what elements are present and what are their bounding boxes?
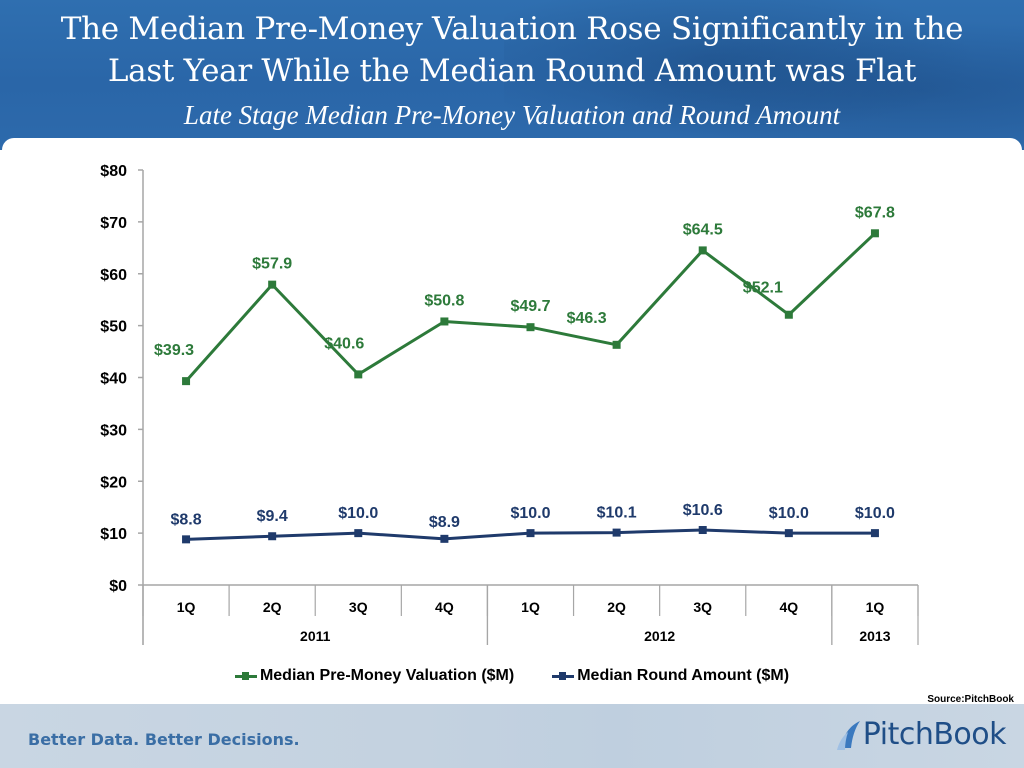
data-point [870,529,879,538]
data-label: $39.3 [154,342,194,359]
data-point [698,526,707,535]
legend-label-round: Median Round Amount ($M) [577,667,790,684]
data-label: $8.9 [429,514,460,531]
data-point [268,280,277,289]
y-axis-ticks: $0 $10 $20 $30 $40 $50 $60 $70 $80 [100,163,143,595]
data-point [268,532,277,541]
data-point [526,323,535,332]
title-line-2: Last Year While the Median Round Amount … [107,53,917,89]
content-panel [2,138,1022,708]
data-label: $10.0 [510,505,550,522]
data-label: $49.7 [510,298,550,315]
data-point [182,377,191,386]
chart-series: $39.3 $57.9 $40.6 $50.8 $49.7 $46.3 $64.5 $52.1… [154,204,895,544]
chart-legend: Median Pre-Money Valuation ($M) Median R… [0,667,1024,685]
x-tick-label: 3Q [693,599,712,615]
data-label: $57.9 [252,256,292,273]
legend-swatch-valuation [234,671,257,680]
data-label: $10.0 [338,505,378,522]
data-point [182,535,191,544]
title-line-1: The Median Pre-Money Valuation Rose Sign… [60,11,964,47]
y-tick-label: $30 [100,422,127,439]
line-chart: $0 $10 $20 $30 $40 $50 $60 $70 $80 1Q 2Q 3Q 4Q 1Q 2Q 3… [100,163,919,645]
data-label: $67.8 [855,204,895,221]
x-tick-label: 1Q [177,599,196,615]
legend-item-round: Median Round Amount ($M) [552,667,789,685]
data-label: $8.8 [170,511,201,528]
footer-bar [0,704,1024,768]
source-note: Source:PitchBook [927,694,1014,705]
page-title: The Median Pre-Money Valuation Rose Sign… [0,8,1024,92]
legend-label-valuation: Median Pre-Money Valuation ($M) [259,667,515,684]
y-tick-label: $0 [109,578,127,595]
y-tick-label: $70 [100,215,127,232]
x-tick-label: 3Q [349,599,368,615]
data-point [784,529,793,538]
y-tick-label: $10 [100,526,127,543]
data-label: $10.6 [683,502,723,519]
x-axis-categories: 1Q 2Q 3Q 4Q 1Q 2Q 3Q 4Q 1Q 2011 2012 2013 [142,585,919,645]
pitchbook-swoosh-icon [836,720,860,750]
header-banner [0,0,1024,150]
x-tick-label: 4Q [779,599,798,615]
data-point [612,340,621,349]
x-tick-label: 2Q [263,599,282,615]
world-map-background [504,0,1024,150]
legend-item-valuation: Median Pre-Money Valuation ($M) [234,667,515,685]
x-tick-label: 1Q [521,599,540,615]
footer-tagline: Better Data. Better Decisions. [28,730,300,749]
series-round: $8.8 $9.4 $10.0 $8.9 $10.0 $10.1 $10.6 $10.0 $10… [170,502,895,544]
y-tick-label: $80 [100,163,127,180]
data-label: $50.8 [424,292,464,309]
data-label: $64.5 [683,221,723,238]
logo-text: PitchBook [862,717,1007,752]
year-group-label: 2012 [644,628,675,644]
x-tick-label: 1Q [866,599,885,615]
data-point [612,528,621,537]
data-point [784,310,793,319]
data-label: $9.4 [257,508,288,525]
legend-swatch-round [552,671,575,680]
data-label: $52.1 [743,280,783,297]
data-point [698,246,707,255]
data-label: $10.0 [855,505,895,522]
data-point [526,529,535,538]
x-tick-label: 2Q [607,599,626,615]
data-label: $46.3 [567,310,607,327]
data-point [354,529,363,538]
data-point [870,229,879,238]
data-point [440,317,449,326]
year-group-label: 2013 [859,628,890,644]
year-group-label: 2011 [300,628,331,644]
data-point [354,370,363,379]
y-tick-label: $40 [100,371,127,388]
pitchbook-logo: PitchBook [835,717,1007,752]
y-tick-label: $60 [100,267,127,284]
chart-axes [142,170,918,645]
x-tick-label: 4Q [435,599,454,615]
y-tick-label: $50 [100,319,127,336]
y-tick-label: $20 [100,474,127,491]
data-label: $40.6 [324,335,364,352]
data-point [440,534,449,543]
data-label: $10.1 [597,505,637,522]
data-label: $10.0 [769,505,809,522]
series-valuation: $39.3 $57.9 $40.6 $50.8 $49.7 $46.3 $64.5 $52.1… [154,204,895,386]
chart-subtitle: Late Stage Median Pre-Money Valuation an… [183,100,841,130]
